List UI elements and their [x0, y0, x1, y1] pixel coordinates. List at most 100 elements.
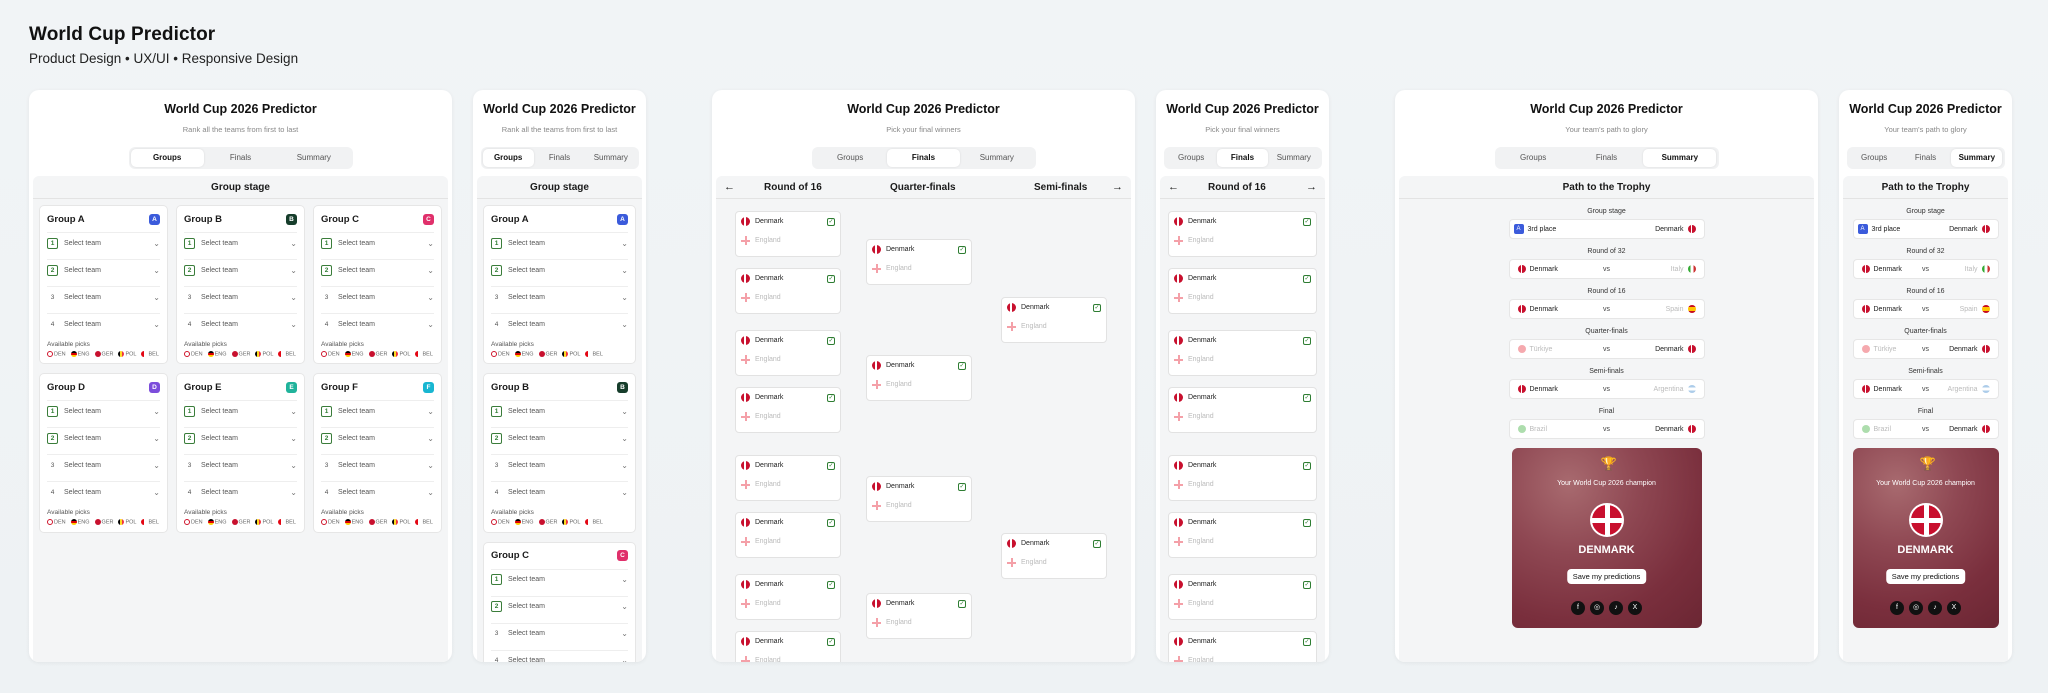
save-predictions-button[interactable]: Save my predictions [1885, 569, 1966, 584]
match-winner[interactable]: Denmark ✓ [867, 240, 971, 259]
match-loser[interactable]: England [736, 350, 840, 369]
team-select[interactable]: 1 Select team ⌄ [47, 232, 160, 253]
team-select[interactable]: 3 Select team ⌄ [491, 286, 628, 307]
team-select[interactable]: 2 Select team ⌄ [491, 595, 628, 617]
match-loser[interactable]: England [1002, 553, 1106, 572]
match-winner[interactable]: Denmark ✓ [867, 477, 971, 496]
pick-chip[interactable]: BEL [141, 351, 159, 357]
match-winner[interactable]: Denmark ✓ [736, 513, 840, 532]
instagram-icon[interactable]: ◎ [1590, 601, 1604, 615]
pick-chip[interactable]: BEL [141, 519, 159, 526]
tab-summary[interactable]: Summary [593, 153, 628, 162]
match-loser[interactable]: England [867, 613, 971, 632]
arrow-right-icon[interactable]: → [1306, 181, 1317, 193]
arrow-left-icon[interactable]: ← [1168, 181, 1179, 193]
team-select[interactable]: 3 Select team ⌄ [47, 454, 160, 475]
team-select[interactable]: 1 Select team ⌄ [321, 400, 434, 421]
pick-chip[interactable]: GER [231, 519, 250, 526]
pick-chip[interactable]: ENG [344, 519, 364, 526]
match-loser[interactable]: England [736, 594, 840, 613]
team-select[interactable]: 1 Select team ⌄ [491, 232, 628, 253]
team-select[interactable]: 4 Select team ⌄ [491, 313, 628, 334]
match-winner[interactable]: Denmark ✓ [1002, 298, 1106, 317]
match-card[interactable]: Denmark ✓ England [735, 268, 841, 314]
pick-chip[interactable]: ENG [207, 351, 227, 357]
match-winner[interactable]: Denmark ✓ [1169, 331, 1316, 350]
x-icon[interactable]: X [1628, 601, 1642, 615]
pick-chip[interactable]: BEL [415, 519, 433, 526]
match-winner[interactable]: Denmark ✓ [736, 388, 840, 407]
tab-finals[interactable]: Finals [548, 153, 571, 162]
match-loser[interactable]: England [1169, 288, 1316, 307]
match-winner[interactable]: Denmark ✓ [736, 331, 840, 350]
pick-chip[interactable]: GER [94, 519, 113, 526]
match-winner[interactable]: Denmark ✓ [867, 594, 971, 613]
pick-chip[interactable]: DEN [321, 519, 340, 526]
match-loser[interactable]: England [867, 375, 971, 394]
match-loser[interactable]: England [1169, 350, 1316, 369]
team-select[interactable]: 1 Select team ⌄ [184, 232, 297, 253]
team-select[interactable]: 3 Select team ⌄ [321, 454, 434, 475]
pick-chip[interactable]: POL [562, 351, 580, 357]
pick-chip[interactable]: DEN [47, 519, 66, 526]
tab-finals[interactable]: Finals [1914, 153, 1937, 162]
tab-groups[interactable]: Groups [1178, 153, 1205, 162]
match-loser[interactable]: England [1169, 651, 1316, 662]
team-select[interactable]: 4 Select team ⌄ [47, 313, 160, 334]
match-loser[interactable]: England [736, 407, 840, 426]
arrow-left-icon[interactable]: ← [724, 181, 735, 193]
team-select[interactable]: 1 Select team ⌄ [47, 400, 160, 421]
team-select[interactable]: 3 Select team ⌄ [184, 286, 297, 307]
match-card[interactable]: Denmark ✓ England [735, 330, 841, 376]
match-card[interactable]: Denmark ✓ England [1001, 533, 1107, 579]
pick-chip[interactable]: DEN [491, 351, 510, 357]
pick-chip[interactable]: ENG [514, 351, 534, 357]
tab-groups[interactable]: Groups [482, 149, 534, 167]
team-select[interactable]: 1 Select team ⌄ [491, 568, 628, 590]
match-card[interactable]: Denmark ✓ England [1168, 330, 1317, 376]
team-select[interactable]: 1 Select team ⌄ [184, 400, 297, 421]
match-loser[interactable]: England [1169, 231, 1316, 250]
pick-chip[interactable]: BEL [278, 519, 296, 526]
pick-chip[interactable]: ENG [70, 519, 90, 526]
pick-chip[interactable]: DEN [321, 351, 340, 357]
tab-summary[interactable]: Summary [296, 153, 331, 162]
pick-chip[interactable]: GER [538, 351, 557, 357]
team-select[interactable]: 3 Select team ⌄ [47, 286, 160, 307]
tab-summary[interactable]: Summary [1951, 149, 2003, 167]
tab-finals[interactable]: Finals [1595, 153, 1618, 162]
match-winner[interactable]: Denmark ✓ [1169, 513, 1316, 532]
match-winner[interactable]: Denmark ✓ [736, 456, 840, 475]
tab-finals[interactable]: Finals [886, 149, 961, 167]
match-winner[interactable]: Denmark ✓ [736, 212, 840, 231]
tab-groups[interactable]: Groups [1520, 153, 1547, 162]
team-select[interactable]: 1 Select team ⌄ [321, 232, 434, 253]
pick-chip[interactable]: GER [538, 519, 557, 526]
match-loser[interactable]: England [1169, 407, 1316, 426]
team-select[interactable]: 1 Select team ⌄ [491, 400, 628, 421]
facebook-icon[interactable]: f [1571, 601, 1585, 615]
pick-chip[interactable]: POL [392, 519, 410, 526]
pick-chip[interactable]: POL [255, 351, 273, 357]
team-select[interactable]: 4 Select team ⌄ [184, 481, 297, 502]
team-select[interactable]: 2 Select team ⌄ [321, 427, 434, 448]
facebook-icon[interactable]: f [1890, 601, 1904, 615]
match-card[interactable]: Denmark ✓ England [866, 593, 972, 639]
match-loser[interactable]: England [1169, 594, 1316, 613]
match-loser[interactable]: England [736, 288, 840, 307]
pick-chip[interactable]: ENG [207, 519, 227, 526]
instagram-icon[interactable]: ◎ [1909, 601, 1923, 615]
match-winner[interactable]: Denmark ✓ [736, 269, 840, 288]
match-card[interactable]: Denmark ✓ England [1168, 631, 1317, 662]
x-icon[interactable]: X [1947, 601, 1961, 615]
match-winner[interactable]: Denmark ✓ [1169, 456, 1316, 475]
match-winner[interactable]: Denmark ✓ [1002, 534, 1106, 553]
match-card[interactable]: Denmark ✓ England [1168, 387, 1317, 433]
pick-chip[interactable]: DEN [184, 519, 203, 526]
match-card[interactable]: Denmark ✓ England [735, 631, 841, 662]
tiktok-icon[interactable]: ♪ [1609, 601, 1623, 615]
match-card[interactable]: Denmark ✓ England [1168, 455, 1317, 501]
pick-chip[interactable]: POL [255, 519, 273, 526]
team-select[interactable]: 2 Select team ⌄ [47, 427, 160, 448]
match-winner[interactable]: Denmark ✓ [1169, 388, 1316, 407]
